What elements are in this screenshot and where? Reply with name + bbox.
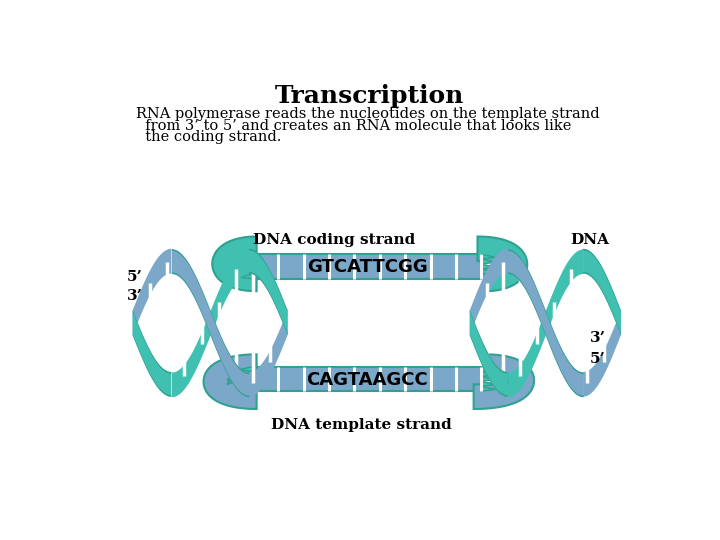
Text: CAGTAAGCC: CAGTAAGCC (306, 371, 428, 389)
Text: 5’: 5’ (590, 352, 606, 366)
Polygon shape (482, 381, 495, 386)
Polygon shape (477, 237, 527, 291)
Polygon shape (239, 264, 253, 269)
Polygon shape (239, 376, 253, 381)
Polygon shape (482, 254, 495, 259)
Polygon shape (482, 274, 495, 279)
Polygon shape (204, 354, 256, 409)
Bar (253, 254, 482, 279)
Polygon shape (482, 269, 495, 274)
Text: RNA polymerase reads the nucleotides on the template strand: RNA polymerase reads the nucleotides on … (137, 107, 600, 121)
Polygon shape (482, 264, 495, 269)
Text: the coding strand.: the coding strand. (137, 130, 282, 144)
Text: DNA: DNA (570, 233, 609, 247)
Polygon shape (239, 274, 253, 279)
Polygon shape (239, 269, 253, 274)
Polygon shape (239, 367, 253, 372)
Polygon shape (482, 367, 495, 372)
Polygon shape (482, 372, 495, 376)
Polygon shape (212, 237, 256, 291)
Text: 3’: 3’ (127, 289, 143, 303)
Bar (253, 367, 482, 392)
Polygon shape (239, 386, 253, 391)
Polygon shape (239, 381, 253, 386)
Text: 5’: 5’ (127, 269, 143, 284)
Text: GTCATTCGG: GTCATTCGG (307, 258, 428, 276)
Text: from 3’ to 5’ and creates an RNA molecule that looks like: from 3’ to 5’ and creates an RNA molecul… (137, 119, 572, 133)
Polygon shape (239, 254, 253, 259)
Polygon shape (239, 259, 253, 264)
Polygon shape (482, 376, 495, 381)
Polygon shape (482, 259, 495, 264)
Polygon shape (482, 386, 495, 391)
Polygon shape (474, 354, 534, 409)
Text: DNA template strand: DNA template strand (271, 418, 451, 432)
Text: Transcription: Transcription (274, 84, 464, 108)
Text: DNA coding strand: DNA coding strand (253, 233, 415, 247)
Polygon shape (239, 372, 253, 376)
Text: 3’: 3’ (590, 331, 606, 345)
